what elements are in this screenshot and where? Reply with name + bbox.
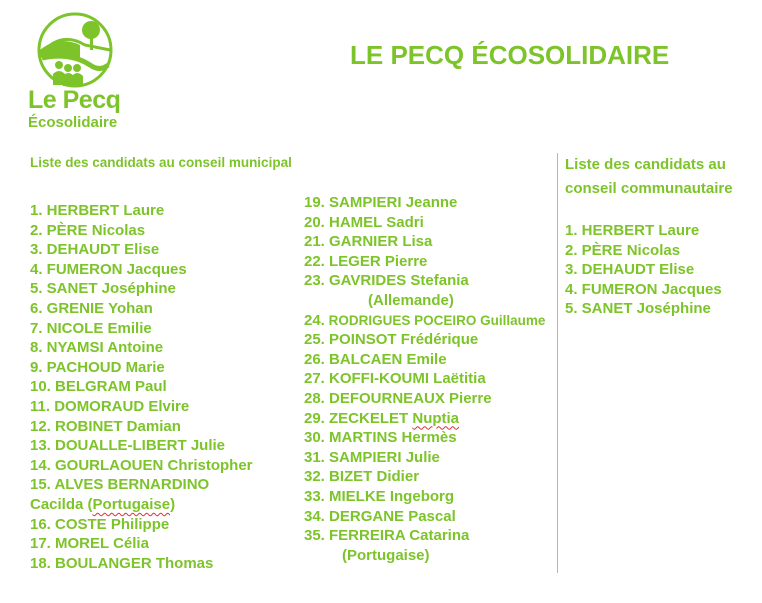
list-item: 34. DERGANE Pascal bbox=[304, 507, 456, 525]
list-item: 18. BOULANGER Thomas bbox=[30, 554, 214, 572]
municipal-list-col2: 19. SAMPIERI Jeanne 20. HAMEL Sadri 21. … bbox=[304, 193, 545, 565]
communautaire-list: 1. HERBERT Laure 2. PÈRE Nicolas 3. DEHA… bbox=[565, 221, 722, 319]
list-item: 3. DEHAUDT Elise bbox=[30, 241, 160, 259]
list-item: 21. GARNIER Lisa bbox=[304, 233, 433, 251]
municipal-heading: Liste des candidats au conseil municipal bbox=[30, 155, 292, 170]
list-item: 29. ZECKELET Nuptia bbox=[304, 409, 460, 427]
list-item: 32. BIZET Didier bbox=[304, 468, 420, 486]
list-item: 24. RODRIGUES POCEIRO Guillaume bbox=[304, 311, 546, 329]
communautaire-heading: Liste des candidats au conseil communaut… bbox=[565, 156, 733, 197]
list-item: 7. NICOLE Emilie bbox=[30, 319, 152, 337]
list-item: 22. LEGER Pierre bbox=[304, 252, 428, 270]
list-item: 30. MARTINS Hermès bbox=[304, 429, 457, 447]
list-item: 4. FUMERON Jacques bbox=[30, 260, 187, 278]
logo-text: Le Pecq bbox=[28, 86, 121, 114]
spellcheck-word: Nuptia bbox=[412, 409, 460, 427]
municipal-list-col1: 1. HERBERT Laure 2. PÈRE Nicolas 3. DEHA… bbox=[30, 201, 253, 573]
list-item: 17. MOREL Célia bbox=[30, 535, 149, 553]
list-item: 3. DEHAUDT Elise bbox=[565, 261, 695, 279]
page-title: LE PECQ ÉCOSOLIDAIRE bbox=[350, 40, 670, 70]
list-item: 23. GAVRIDES Stefania bbox=[304, 272, 469, 290]
list-item: 4. FUMERON Jacques bbox=[565, 280, 722, 298]
nationality-note: (Portugaise) bbox=[342, 546, 430, 564]
list-item: 5. SANET Joséphine bbox=[30, 280, 176, 298]
list-item: 5. SANET Joséphine bbox=[565, 300, 711, 318]
list-item: 12. ROBINET Damian bbox=[30, 417, 181, 435]
list-item: 10. BELGRAM Paul bbox=[30, 378, 167, 396]
list-item: 9. PACHOUD Marie bbox=[30, 358, 165, 376]
list-item: 2. PÈRE Nicolas bbox=[30, 221, 146, 239]
list-item: 16. COSTE Philippe bbox=[30, 515, 170, 533]
column-divider bbox=[557, 153, 558, 573]
spellcheck-word: Portugaise bbox=[92, 495, 171, 513]
list-item: 20. HAMEL Sadri bbox=[304, 213, 424, 231]
list-item: 14. GOURLAOUEN Christopher bbox=[30, 456, 253, 474]
list-item: 35. FERREIRA Catarina bbox=[304, 527, 470, 545]
list-item: 27. KOFFI-KOUMI Laëtitia bbox=[304, 370, 486, 388]
list-item: 8. NYAMSI Antoine bbox=[30, 339, 164, 357]
list-item: 2. PÈRE Nicolas bbox=[565, 241, 681, 259]
list-item: 19. SAMPIERI Jeanne bbox=[304, 194, 458, 211]
list-item: 1. HERBERT Laure bbox=[30, 202, 165, 219]
list-item: 31. SAMPIERI Julie bbox=[304, 448, 440, 466]
list-item: 13. DOUALLE-LIBERT Julie bbox=[30, 437, 226, 455]
list-item: 15. ALVES BERNARDINO bbox=[30, 476, 210, 494]
list-item: 11. DOMORAUD Elvire bbox=[30, 397, 190, 415]
list-item: 25. POINSOT Frédérique bbox=[304, 331, 479, 349]
list-item: 6. GRENIE Yohan bbox=[30, 299, 153, 317]
list-item: 26. BALCAEN Emile bbox=[304, 350, 447, 368]
list-item: 33. MIELKE Ingeborg bbox=[304, 487, 455, 505]
nationality-note: (Allemande) bbox=[368, 291, 454, 309]
list-item: 1. HERBERT Laure bbox=[565, 222, 700, 239]
list-item-continuation: Cacilda (Portugaise) bbox=[30, 495, 176, 513]
logo-icon bbox=[37, 12, 113, 88]
logo-subtext: Écosolidaire bbox=[28, 114, 118, 131]
list-item: 28. DEFOURNEAUX Pierre bbox=[304, 389, 492, 407]
